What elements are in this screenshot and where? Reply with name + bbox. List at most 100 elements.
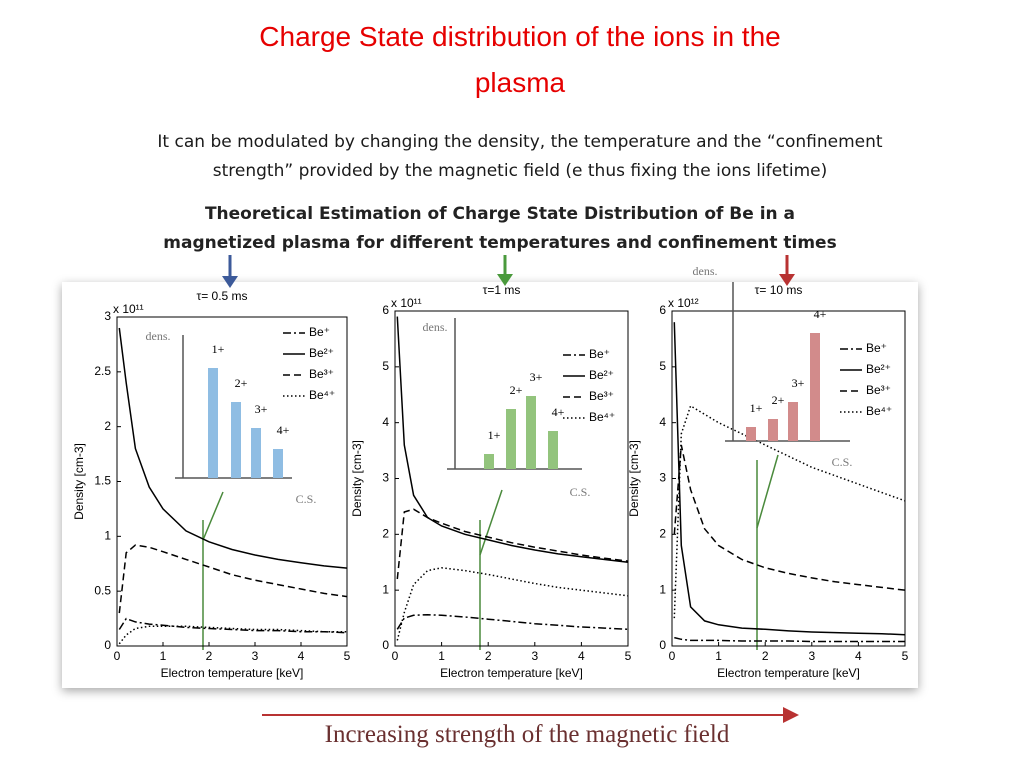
title: plasma: [475, 67, 566, 98]
x-tick-label: 1: [438, 649, 445, 663]
legend-label: Be²⁺: [309, 346, 334, 360]
inset-y-label: dens.: [146, 329, 171, 343]
y-tick-label: 0: [104, 638, 111, 652]
y-tick-label: 5: [659, 359, 666, 373]
y-tick-label: 0.5: [94, 583, 111, 597]
series-line: [118, 544, 348, 614]
chart-title: τ= 10 ms: [755, 283, 803, 297]
scale-label: x 10¹¹: [391, 296, 422, 310]
series-line: [396, 613, 629, 631]
legend-label: Be⁺: [589, 347, 610, 361]
inset-bar-label: 3+: [792, 376, 805, 390]
series-line: [396, 508, 629, 580]
y-tick-label: 2: [104, 419, 111, 433]
legend-label: Be⁺: [309, 325, 330, 339]
y-tick-label: 4: [659, 415, 666, 429]
panel: [62, 282, 918, 688]
y-tick-label: 1: [382, 582, 389, 596]
x-tick-label: 3: [252, 649, 259, 663]
inset-y-label: dens.: [423, 320, 448, 334]
x-tick-label: 5: [625, 649, 632, 663]
series-line: [673, 322, 906, 636]
y-tick-label: 4: [382, 415, 389, 429]
inset-bar: [526, 396, 536, 469]
y-tick-label: 3: [382, 471, 389, 485]
inset-bar: [273, 449, 283, 478]
y-tick-label: 2.5: [94, 364, 111, 378]
x-tick-label: 2: [762, 649, 769, 663]
inset-bar: [788, 402, 798, 441]
inset-bar: [506, 409, 516, 469]
inset-bar: [768, 419, 778, 441]
chart-title: τ= 0.5 ms: [196, 289, 247, 303]
series-line: [118, 327, 348, 569]
inset-bar-label: 2+: [510, 383, 523, 397]
y-tick-label: 1: [104, 529, 111, 543]
subtitle: It can be modulated by changing the dens…: [157, 132, 882, 152]
inset-bar: [548, 431, 558, 469]
x-tick-label: 0: [114, 649, 121, 663]
inset-bar: [251, 428, 261, 478]
x-tick-label: 0: [392, 649, 399, 663]
y-tick-label: 2: [659, 527, 666, 541]
y-axis-label: Density [cm-3]: [72, 443, 86, 520]
y-tick-label: 2: [382, 527, 389, 541]
inset-bar-label: 2+: [235, 376, 248, 390]
inset-bar-label: 1+: [750, 401, 763, 415]
series-line: [118, 625, 347, 645]
heading: Theoretical Estimation of Charge State D…: [205, 204, 795, 224]
y-tick-label: 5: [382, 359, 389, 373]
inset-x-label: C.S.: [832, 455, 853, 469]
scale-label: x 10¹²: [668, 296, 699, 310]
legend-label: Be⁴⁺: [309, 388, 335, 402]
inset-bar: [231, 402, 241, 478]
x-tick-label: 2: [485, 649, 492, 663]
y-tick-label: 3: [104, 309, 111, 323]
inset-bar: [484, 454, 494, 469]
y-axis-label: Density [cm-3]: [350, 440, 364, 517]
inset-bar: [208, 368, 218, 478]
x-tick-label: 4: [298, 649, 305, 663]
inset-bar-label: 1+: [212, 342, 225, 356]
inset-x-label: C.S.: [570, 485, 591, 499]
inset-bar-label: 3+: [530, 370, 543, 384]
y-tick-label: 6: [659, 303, 666, 317]
inset-bar-label: 3+: [255, 402, 268, 416]
x-tick-label: 4: [578, 649, 585, 663]
title: Charge State distribution of the ions in…: [259, 21, 780, 52]
x-tick-label: 0: [669, 649, 676, 663]
inset-bar-label: 4+: [552, 405, 565, 419]
x-tick-label: 3: [808, 649, 815, 663]
y-tick-label: 0: [382, 638, 389, 652]
y-tick-label: 1: [659, 582, 666, 596]
heading: magnetized plasma for different temperat…: [163, 233, 836, 253]
x-tick-label: 2: [206, 649, 213, 663]
y-tick-label: 1.5: [94, 474, 111, 488]
scale-label: x 10¹¹: [113, 302, 144, 316]
footer: Increasing strength of the magnetic fiel…: [325, 721, 730, 748]
y-tick-label: 0: [659, 638, 666, 652]
y-tick-label: 6: [382, 303, 389, 317]
series-line: [118, 617, 348, 634]
x-axis-label: Electron temperature [keV]: [161, 666, 304, 680]
legend-label: Be²⁺: [866, 362, 891, 376]
inset-bar: [746, 427, 756, 441]
green-pointers: [202, 454, 779, 650]
inset-bar-label: 2+: [772, 393, 785, 407]
chart-title: τ=1 ms: [483, 283, 521, 297]
x-tick-label: 4: [855, 649, 862, 663]
x-axis-label: Electron temperature [keV]: [717, 666, 860, 680]
inset-bar-label: 1+: [488, 428, 501, 442]
series-line: [673, 444, 906, 591]
legend-label: Be³⁺: [309, 367, 334, 381]
legend-label: Be²⁺: [589, 368, 614, 382]
inset-bar: [810, 333, 820, 441]
series-line: [674, 636, 905, 643]
arrows: [222, 255, 795, 288]
inset-bar-label: 4+: [277, 423, 290, 437]
x-tick-label: 5: [902, 649, 909, 663]
series-line: [396, 316, 629, 564]
inset-y-label: dens.: [693, 264, 718, 278]
y-tick-label: 3: [659, 471, 666, 485]
legend-label: Be⁺: [866, 341, 887, 355]
